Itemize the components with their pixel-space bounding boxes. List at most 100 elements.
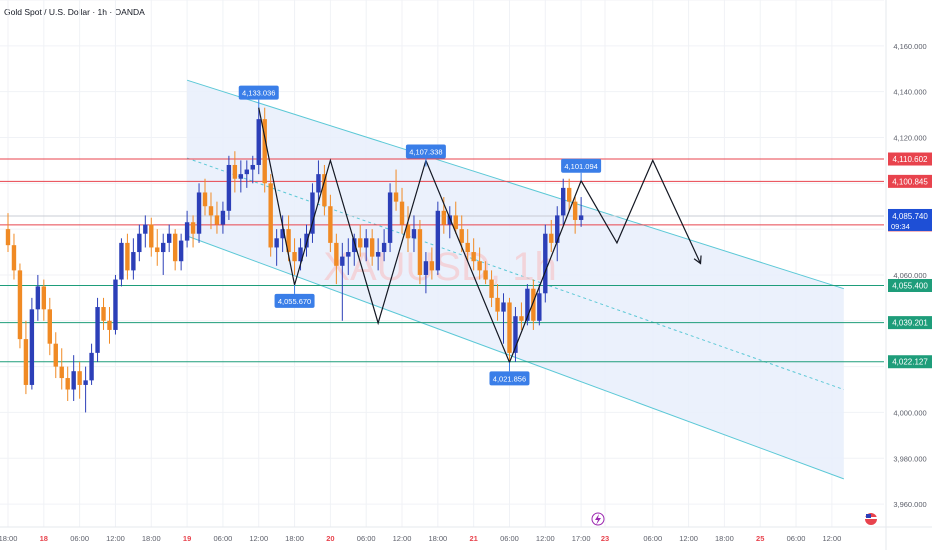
candle-body (208, 206, 214, 216)
candle-body (184, 222, 190, 241)
candle-body (41, 286, 47, 310)
candle-body (543, 233, 548, 294)
candle-body (101, 307, 106, 321)
candle-body (83, 380, 88, 385)
candle-body (304, 233, 309, 248)
candle-body (525, 288, 530, 321)
candle-body (244, 169, 249, 175)
candle-body (220, 210, 226, 225)
candle-body (113, 279, 118, 330)
candle-body (226, 164, 232, 211)
x-tick-label: 06:00 (214, 534, 233, 543)
candle-body (125, 242, 130, 271)
lightning-bolt-glyph (595, 514, 601, 525)
candle-body (172, 233, 178, 262)
callout-box (274, 293, 315, 308)
candle-body (358, 238, 363, 248)
candle-body (322, 174, 327, 207)
candle-body (447, 215, 452, 225)
candle-body (346, 252, 351, 257)
callout-label: 4,101.094 (564, 162, 597, 171)
x-tick-label: 18 (40, 534, 48, 543)
x-tick-label: 18:00 (715, 534, 734, 543)
candle-body (119, 242, 124, 280)
candle-body (107, 320, 112, 330)
candle-body (441, 210, 447, 225)
candle-body (566, 187, 572, 202)
level-price-tag (888, 278, 932, 292)
candle-body (489, 279, 494, 298)
candle-body (161, 242, 166, 253)
candle-body (29, 309, 35, 385)
x-tick-label: 23 (601, 534, 609, 543)
projection-arrowhead (693, 255, 702, 265)
current-price-label: 4,085.740 (892, 212, 928, 221)
level-price-tag (888, 152, 932, 166)
callout-box (238, 85, 279, 100)
candle-body (11, 245, 17, 271)
candle-body (71, 371, 76, 390)
candle-body (298, 247, 303, 262)
candle-body (274, 238, 279, 248)
candle-body (214, 215, 220, 225)
candle-body (465, 242, 470, 253)
candle-body (513, 316, 518, 353)
level-price-label: 4,039.201 (892, 319, 928, 328)
x-tick-label: 19 (183, 534, 191, 543)
callout-label: 4,133.036 (242, 89, 275, 98)
candle-body (411, 229, 417, 239)
candle-body (155, 247, 160, 253)
candle-body (459, 229, 464, 243)
candle-body (196, 192, 202, 234)
candle-body (131, 252, 136, 271)
callouts: 4,133.036 4,055.670 4,107.338 4,021.856 4,10… (238, 85, 602, 386)
candle-body (537, 293, 542, 321)
callout-label: 4,021.856 (493, 374, 526, 383)
y-tick-label: 3,980.000 (893, 454, 926, 463)
y-tick-label: 4,120.000 (893, 133, 926, 142)
callout-box (561, 158, 602, 173)
x-tick-label: 06:00 (500, 534, 519, 543)
x-tick-label: 17:00 (572, 534, 591, 543)
candle-body (340, 256, 345, 266)
candle-body (149, 224, 154, 248)
level-price-label: 4,110.602 (893, 155, 929, 164)
candle-body (531, 288, 536, 321)
candle-body (137, 233, 142, 253)
x-tick-label: 06:00 (643, 534, 662, 543)
candle-body (471, 252, 476, 262)
y-tick-label: 4,060.000 (893, 271, 926, 280)
candle-body (166, 233, 172, 243)
candle-body (268, 183, 273, 248)
candle-body (578, 215, 584, 220)
candle-body (507, 302, 512, 353)
x-tick-label: 12:00 (106, 534, 125, 543)
candle-body (453, 215, 458, 230)
candle-body (555, 215, 560, 243)
candle-body (364, 238, 369, 248)
current-price-tag (888, 208, 932, 231)
candle-body (65, 378, 70, 390)
candle-body (292, 252, 297, 262)
channel-mid-line (186, 157, 844, 390)
candle-body (399, 201, 405, 225)
candle-body (95, 307, 100, 353)
y-tick-label: 4,000.000 (893, 408, 926, 417)
candle-body (375, 252, 381, 257)
candle-body (35, 286, 41, 310)
level-price-label: 4,100.845 (892, 177, 928, 186)
x-tick-label: 06:00 (357, 534, 376, 543)
candle-body (143, 224, 148, 234)
level-price-label: 4,022.127 (892, 358, 928, 367)
candle-body (5, 229, 11, 246)
chart-title: Gold Spot / U.S. Dollar · 1h · OANDA (4, 7, 145, 17)
x-tick-label: 18:00 (142, 534, 161, 543)
candle-body (310, 192, 315, 234)
x-tick-label: 18:00 (0, 534, 17, 543)
candle-body (369, 238, 375, 257)
candle-body (561, 187, 566, 216)
candle-body (352, 238, 357, 253)
x-tick-label: 06:00 (787, 534, 806, 543)
